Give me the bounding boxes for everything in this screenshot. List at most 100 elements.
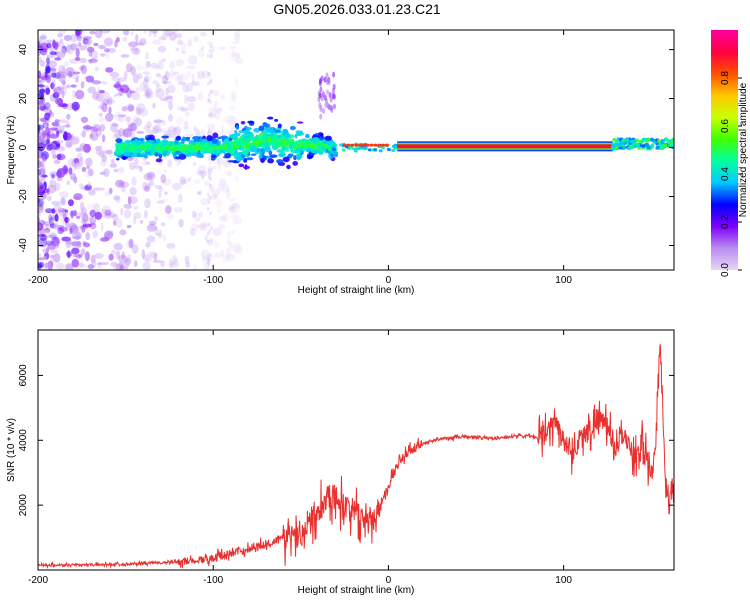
spectrogram-blob <box>144 87 148 97</box>
spectrogram-blob <box>75 48 80 58</box>
spectrogram-blob <box>115 263 124 270</box>
spectrogram-blob <box>200 249 210 260</box>
spectrogram-blob <box>211 143 217 147</box>
spectrogram-blob <box>131 244 139 254</box>
spectrogram-blob <box>136 145 141 149</box>
spectrogram-blob <box>94 66 99 72</box>
spectrogram-blob <box>646 137 651 142</box>
spectrogram-blob <box>104 191 111 197</box>
spectrogram-blob <box>89 133 94 139</box>
spectrogram-blob <box>286 164 291 170</box>
spectrogram-blob <box>94 30 103 39</box>
spectrogram-blob <box>52 88 58 92</box>
spectrogram-blob <box>158 36 167 41</box>
spectrogram-blob <box>85 75 95 83</box>
spectrogram-blob <box>38 261 42 270</box>
spectrogram-blob <box>145 87 152 97</box>
spectrogram-blob <box>227 231 231 239</box>
spectrogram-blob <box>38 117 44 122</box>
spectrogram-blob <box>193 36 200 43</box>
spectrogram-blob <box>69 227 73 235</box>
spectrogram-blob <box>139 66 149 70</box>
spectrogram-blob <box>204 234 209 242</box>
spectrogram-blob <box>204 223 210 228</box>
spectrogram-blob <box>48 60 58 68</box>
spectrogram-blob <box>209 211 212 216</box>
spectrogram-blob <box>638 140 643 144</box>
spectrogram-blob <box>57 227 64 235</box>
spectrogram-blob <box>369 143 374 147</box>
spectrogram-blob <box>201 256 209 263</box>
spectrogram-blob <box>146 139 155 144</box>
spectrogram-blob <box>241 154 246 159</box>
spectrogram-blob <box>274 118 279 122</box>
spectrogram-blob <box>38 92 45 99</box>
spectrogram-blob <box>87 181 91 187</box>
spectrogram-blob <box>373 143 378 147</box>
spectrogram-blob <box>373 148 378 152</box>
spectrogram-blob <box>101 102 108 113</box>
spectrogram-blob <box>209 54 213 59</box>
spectrogram-blob <box>209 168 213 173</box>
spectrogram-blob <box>99 101 106 111</box>
spectrogram-blob <box>98 151 105 158</box>
spectrogram-blob <box>226 145 233 150</box>
spectrogram-blob <box>184 111 190 117</box>
spectrogram-blob <box>97 262 102 266</box>
spectrogram-x-tick-label: 100 <box>555 275 572 286</box>
spectrogram-blob <box>171 30 178 35</box>
spectrogram-blob <box>95 125 104 133</box>
spectrogram-blob <box>46 234 56 239</box>
spectrogram-blob <box>144 198 151 209</box>
spectrogram-blob <box>133 147 138 154</box>
spectrogram-blob <box>104 234 111 242</box>
spectrogram-x-tick-label: -100 <box>203 275 223 286</box>
spectrogram-blob <box>80 64 87 75</box>
spectrogram-blob <box>123 147 129 152</box>
spectrogram-blob <box>311 149 319 154</box>
spectrogram-blob <box>186 178 192 182</box>
spectrogram-blob <box>85 124 90 133</box>
spectrogram-blob <box>209 44 212 49</box>
spectrogram-blob <box>38 234 43 239</box>
spectrogram-blob <box>62 124 71 128</box>
spectrogram-blob <box>57 70 68 79</box>
spectrogram-blob <box>209 195 212 200</box>
spectrogram-blob <box>163 129 174 136</box>
spectrogram-blob <box>38 45 43 53</box>
spectrogram-blob <box>66 44 74 55</box>
spectrogram-blob <box>332 83 336 90</box>
spectrogram-blob <box>210 89 214 94</box>
spectrogram-blob <box>142 254 150 262</box>
chart-title: GN05.2026.033.01.23.C21 <box>273 1 441 17</box>
spectrogram-y-tick-label: -20 <box>18 189 29 204</box>
spectrogram-blob <box>84 184 93 191</box>
spectrogram-blob <box>145 60 151 68</box>
spectrogram-blob <box>61 66 66 77</box>
spectrogram-blob <box>72 89 76 100</box>
spectrogram-blob <box>223 143 228 148</box>
spectrogram-blob <box>38 253 42 258</box>
spectrogram-blob <box>50 67 57 72</box>
spectrogram-blob <box>44 102 51 111</box>
spectrogram-blob <box>218 223 226 230</box>
spectrogram-blob <box>197 91 204 101</box>
spectrogram-y-tick-label: 20 <box>18 93 29 105</box>
spectrogram-blob <box>148 134 155 141</box>
spectrogram-blob <box>151 39 162 45</box>
spectrogram-blob <box>109 122 118 133</box>
spectrogram-blob <box>208 172 211 177</box>
spectrogram-blob <box>61 236 71 242</box>
spectrogram-blob <box>329 96 333 103</box>
spectrogram-blob <box>200 198 210 206</box>
spectrogram-blob <box>44 143 53 147</box>
spectrogram-blob <box>210 124 215 134</box>
spectrogram-blob <box>155 72 161 77</box>
spectrogram-blob <box>115 197 121 204</box>
spectrogram-blob <box>59 38 64 43</box>
spectrogram-blob <box>46 195 52 202</box>
spectrogram-blob <box>71 236 82 240</box>
spectrogram-blob <box>141 161 150 166</box>
spectrogram-blob <box>156 138 161 143</box>
spectrogram-blob <box>160 260 166 268</box>
